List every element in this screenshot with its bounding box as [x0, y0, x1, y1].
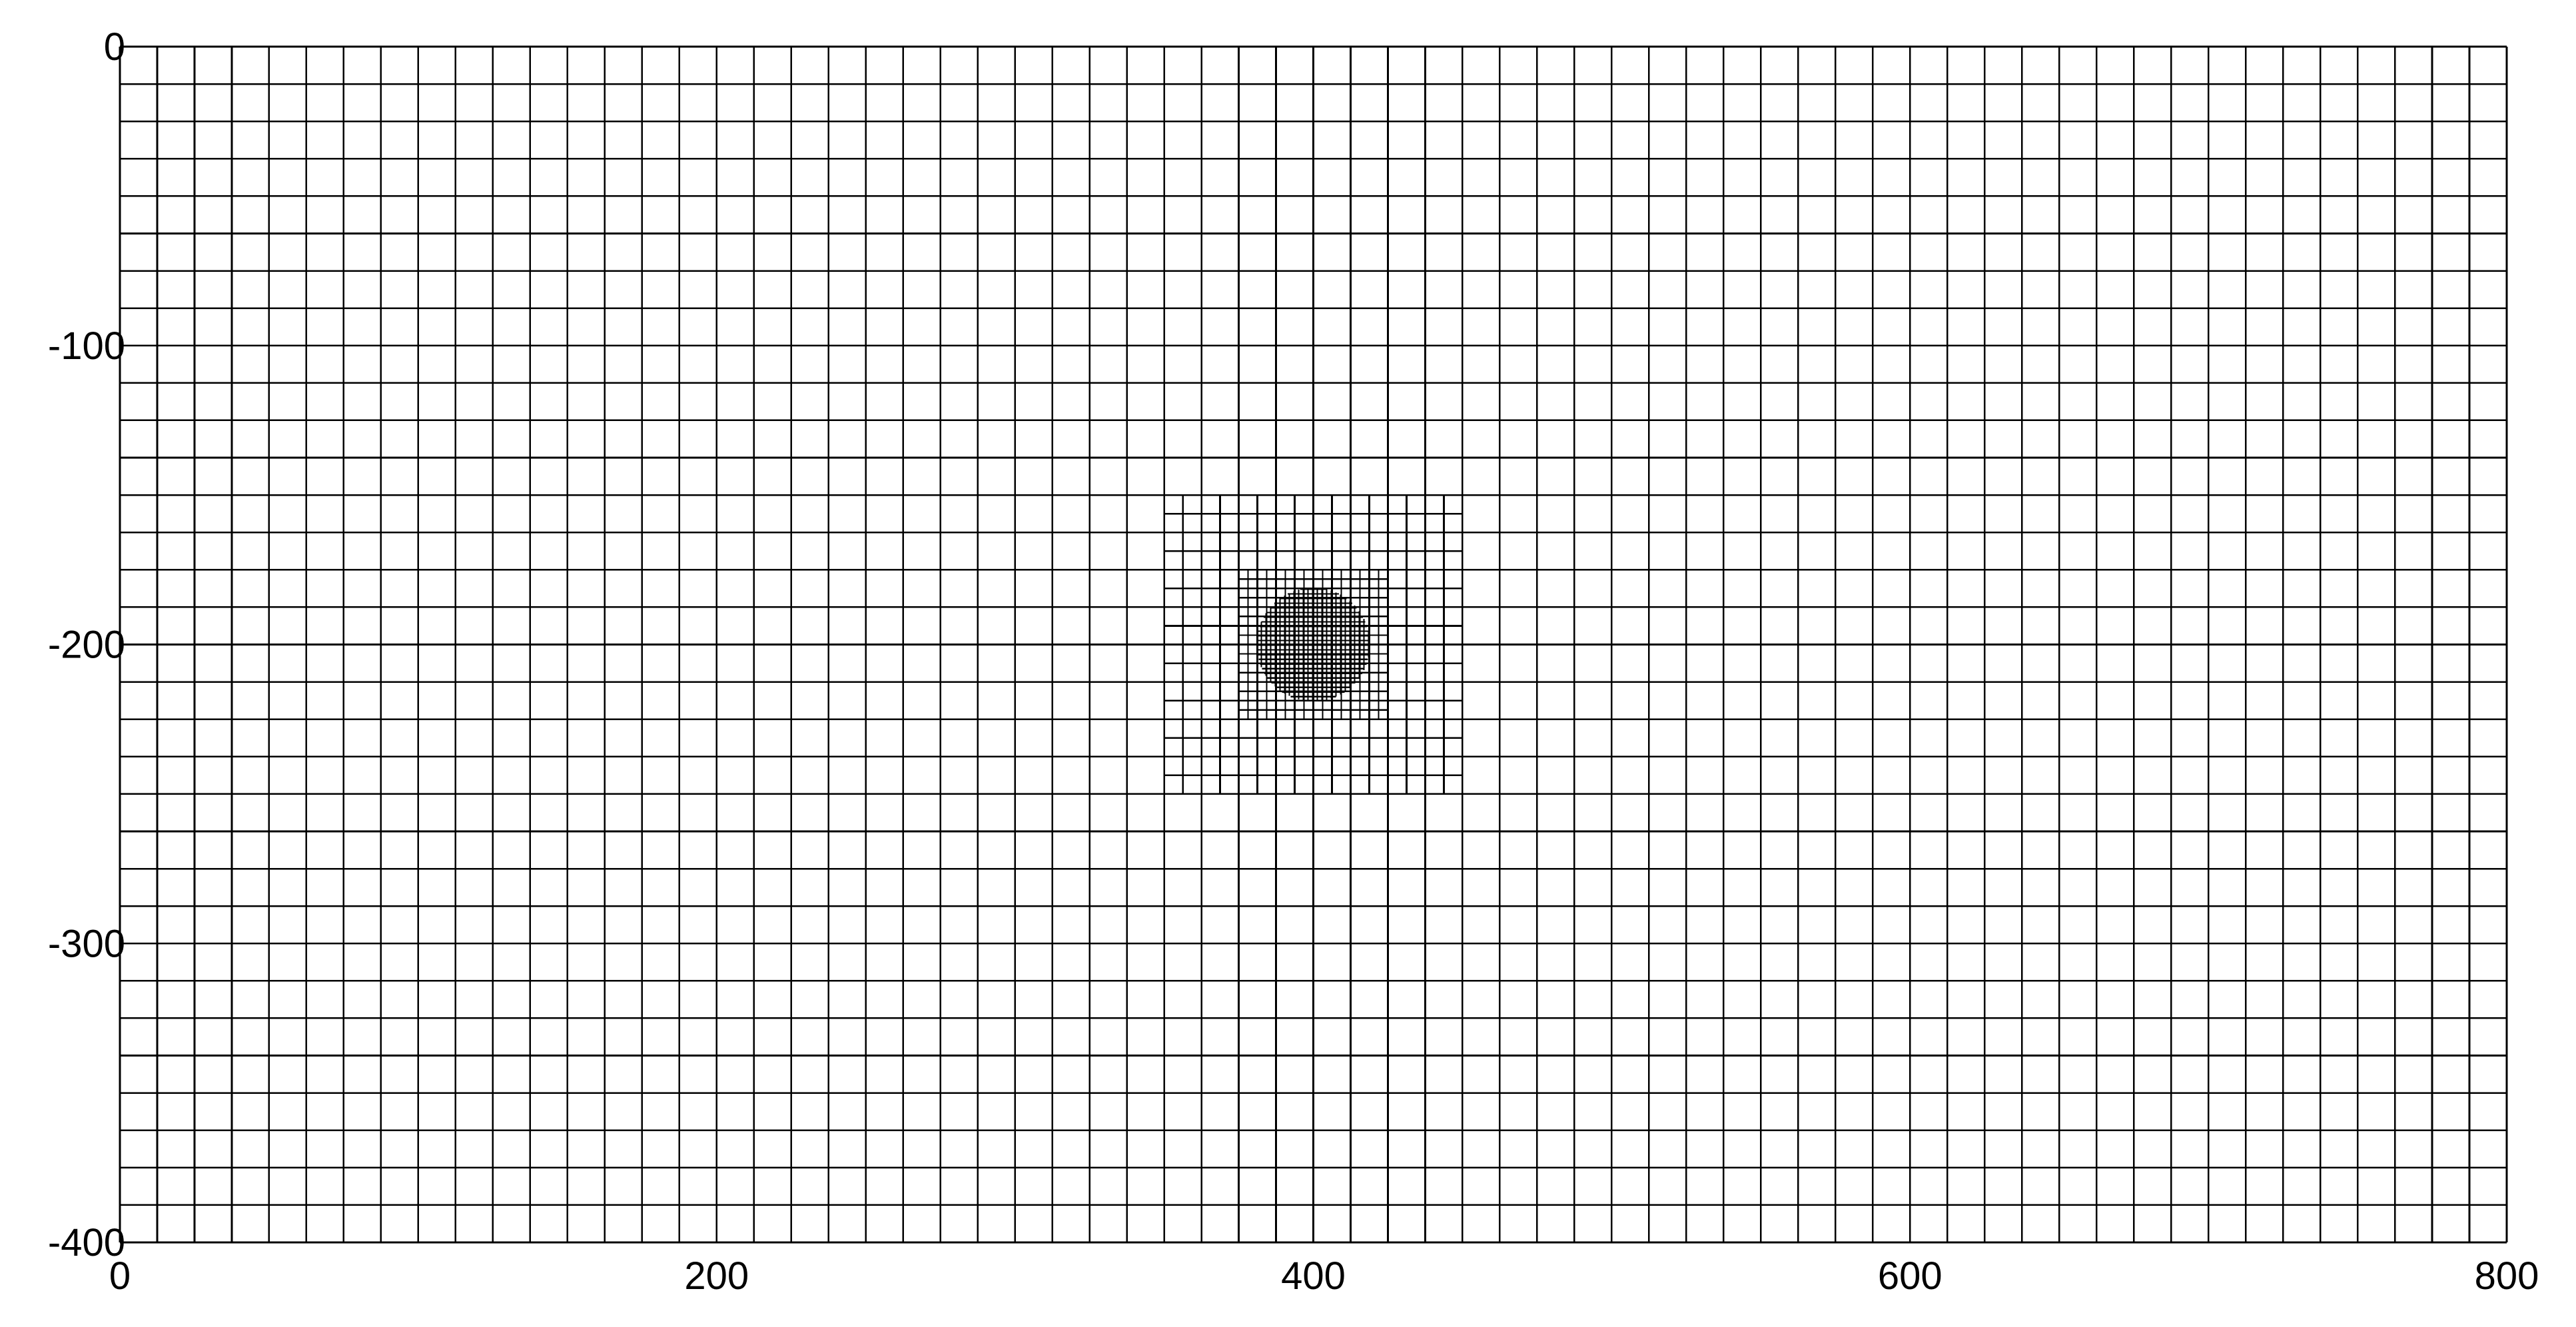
x-tick-label: 800	[2475, 1254, 2539, 1298]
x-tick-label: 600	[1878, 1254, 1942, 1298]
y-tick-label: 0	[104, 25, 125, 69]
mesh-grid	[119, 45, 2508, 1244]
y-tick-label: -300	[48, 922, 125, 965]
y-tick-label: -100	[48, 324, 125, 368]
y-tick-label: -200	[48, 624, 125, 667]
x-tick-label: 400	[1281, 1254, 1346, 1298]
refined-mesh-level-2	[1238, 569, 1389, 720]
x-tick-label: 200	[684, 1254, 749, 1298]
refined-mesh-level-3	[1256, 588, 1370, 701]
y-tick-label: -400	[48, 1221, 125, 1264]
x-tick-label: 0	[109, 1254, 131, 1298]
axis-tick-labels: 0 200 400 600 800 0 -100 -200 -300 -400	[48, 25, 2539, 1298]
